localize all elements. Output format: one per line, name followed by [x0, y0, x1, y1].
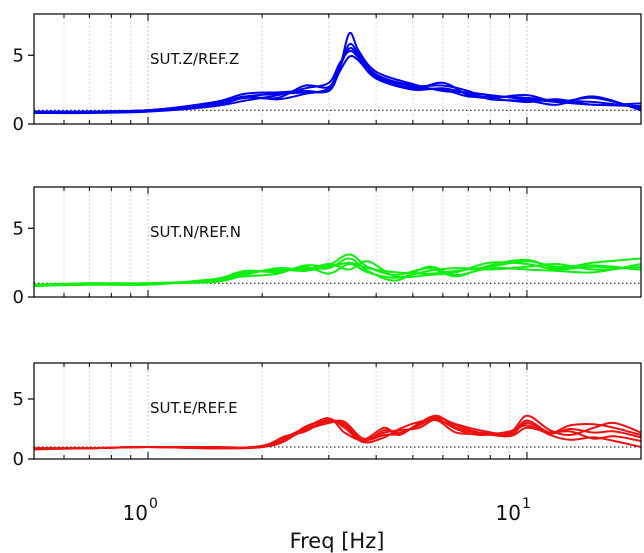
plot-frame [33, 186, 642, 298]
chart-panel-3: 0 5 SUT.E/REF.E [13, 362, 642, 470]
series-line-5 [34, 260, 641, 287]
grid [33, 363, 642, 459]
x-tick-labels: 10 0 10 1 [123, 496, 531, 525]
series-line-4 [34, 257, 641, 286]
y-tick-label: 0 [13, 287, 24, 308]
y-tick-label: 5 [13, 218, 24, 239]
panel-annotation: SUT.N/REF.N [150, 223, 241, 241]
y-tick-label: 5 [13, 45, 24, 66]
x-tick-label-exponent-1: 1 [522, 496, 531, 512]
y-tick-label: 0 [13, 449, 24, 470]
panel-annotation: SUT.Z/REF.Z [150, 50, 239, 68]
series-line-5 [34, 47, 641, 114]
x-tick-label-base-1: 10 [496, 501, 521, 525]
x-axis-label: Freq [Hz] [290, 529, 385, 553]
y-tick-label: 0 [13, 114, 24, 135]
series-line-5 [34, 418, 641, 450]
plot-frame [33, 362, 642, 460]
series-line-4 [34, 42, 641, 113]
series-group [34, 253, 641, 287]
x-tick-label-exponent-0: 0 [149, 496, 158, 512]
grid [33, 187, 642, 297]
series-group [34, 414, 641, 451]
y-tick-label: 5 [13, 389, 24, 410]
series-line-2 [34, 49, 641, 115]
chart-panel-2: 0 5 SUT.N/REF.N [13, 186, 642, 308]
series-line-3 [34, 54, 641, 113]
x-tick-label-base-0: 10 [123, 501, 148, 525]
panel-annotation: SUT.E/REF.E [150, 399, 238, 417]
plot-frame [33, 13, 642, 125]
chart-panel-1: 0 5 SUT.Z/REF.Z [13, 13, 642, 135]
series-group [34, 31, 641, 115]
series-line-3 [34, 260, 641, 286]
